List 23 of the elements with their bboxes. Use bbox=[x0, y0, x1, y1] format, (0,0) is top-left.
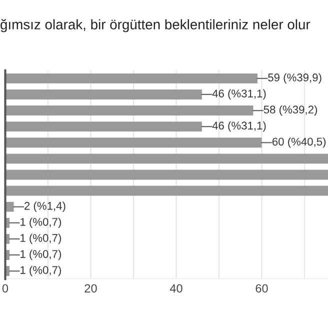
data-label: 1 (%0,7) bbox=[20, 250, 61, 260]
bar bbox=[5, 73, 258, 84]
x-tick-label: 60 bbox=[256, 284, 268, 293]
bar bbox=[5, 138, 262, 148]
x-tick-label: 40 bbox=[170, 284, 182, 293]
data-label: 46 (%31,1) bbox=[212, 121, 266, 132]
data-label: 1 (%0,7) bbox=[20, 234, 61, 244]
bar bbox=[5, 186, 328, 196]
chart-title: ğımsız olarak, bir örgütten beklentileriniz neler olur bbox=[0, 19, 310, 32]
x-tick-label: 20 bbox=[84, 284, 97, 293]
bar bbox=[5, 154, 328, 164]
data-label: 2 (%1,4) bbox=[24, 202, 66, 212]
bar bbox=[5, 170, 328, 180]
bar bbox=[5, 106, 254, 116]
data-label: 1 (%0,7) bbox=[20, 266, 61, 276]
data-label: 60 (%40,5) bbox=[272, 137, 326, 148]
data-label: 58 (%39,2) bbox=[264, 105, 318, 116]
bar bbox=[5, 122, 202, 132]
x-tick-label: 0 bbox=[2, 284, 8, 293]
data-label: 46 (%31,1) bbox=[212, 89, 266, 100]
data-label: 59 (%39,9) bbox=[268, 73, 322, 84]
bar bbox=[5, 90, 202, 100]
data-label: 1 (%0,7) bbox=[20, 218, 61, 228]
